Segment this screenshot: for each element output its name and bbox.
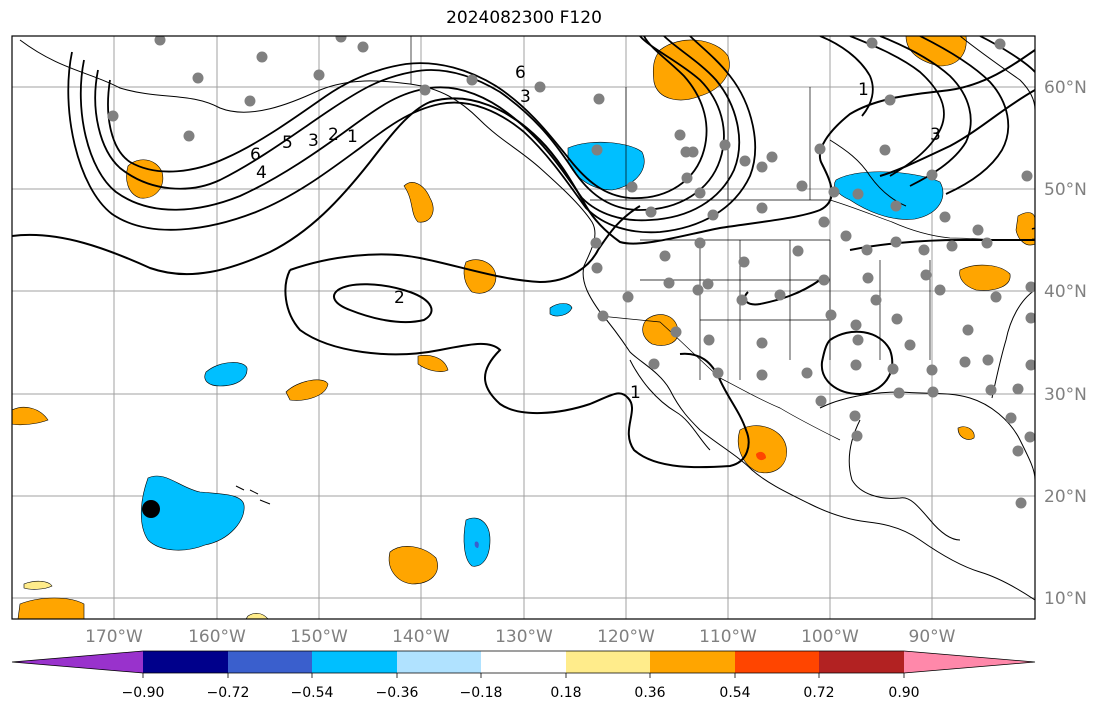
positive-anomaly-small-1 [23,580,53,590]
lon-label-100w: 100°W [801,627,859,647]
lat-labels: 60°N 50°N 40°N 30°N 20°N 10°N [1044,78,1087,609]
coast-east [991,289,1035,399]
contour-1-closed-east [820,330,894,396]
colorbar-tick-8: 0.54 [719,685,750,701]
lon-label-120w: 120°W [597,627,655,647]
anomaly-fills [12,36,1035,619]
lat-label-60n: 60°N [1044,78,1087,98]
coast-baja [629,359,711,451]
coast-labrador [959,36,1035,111]
positive-anomaly-greatlakes [959,264,1011,291]
colorbar-tick-5: −0.18 [460,685,503,701]
station-markers [107,36,1035,509]
lat-label-10n: 10°N [1044,589,1087,609]
lat-label-40n: 40°N [1044,282,1087,302]
positive-anomaly-mexico [738,425,787,474]
contour-label-1: 1 [347,127,358,147]
colorbar-segment-8 [735,651,819,673]
lat-label-50n: 50°N [1044,180,1087,200]
contour-label-4: 4 [256,163,267,183]
contour-east-1 [849,238,1035,251]
lon-label-130w: 130°W [495,627,553,647]
contour-label-2-pacific: 2 [394,288,405,308]
lon-label-90w: 90°W [909,627,956,647]
strong-negative-tropics [474,541,479,548]
lat-label-20n: 20°N [1044,487,1087,507]
contour-label-3-canada: 3 [520,87,531,107]
colorbar-tick-4: −0.36 [376,685,419,701]
contour-label-5: 5 [282,133,293,153]
coast-hudson [829,139,907,207]
border-states [640,239,931,380]
lon-label-160w: 160°W [188,627,246,647]
contour-label-3: 3 [308,131,319,151]
positive-anomaly-pacific-1 [403,182,434,223]
contour-label-6-canada: 6 [515,63,526,83]
map-frame [11,35,1036,620]
contour-labels: 6 5 4 3 2 1 2 1 6 3 1 3 1 [250,63,1041,403]
colorbar-segment-9 [819,651,904,673]
contour-2-pacific [289,205,641,284]
lon-label-110w: 110°W [699,627,757,647]
contour-label-6: 6 [250,145,261,165]
positive-anomaly-midpac-3 [417,355,449,372]
negative-anomaly-hawaii [140,475,245,551]
contour-1-north [12,49,1035,276]
hawaii-islands [235,485,271,505]
positive-anomaly-pacific-2 [463,259,497,294]
colorbar-segment-3 [312,651,397,673]
colorbar-tick-1: −0.90 [122,685,165,701]
location-marker [142,500,160,518]
coastlines [19,36,1035,601]
positive-anomaly-southwest [17,597,85,619]
colorbar-extend-high [904,651,1035,673]
colorbar-segment-4 [397,651,481,673]
colorbar-extend-low [12,651,143,673]
contour-label-3-east: 3 [930,125,941,145]
positive-anomaly-arizona [642,314,679,346]
contour-label-1-north: 1 [858,80,869,100]
contour-label-1-east: 1 [1030,225,1041,245]
colorbar-segment-5 [481,651,566,673]
negative-anomaly-midpacific [204,362,248,387]
coast-gulf [819,391,1035,481]
colorbar-tick-9: 0.72 [803,685,834,701]
colorbar-segment-1 [143,651,228,673]
contours-trough [67,36,1035,234]
negative-anomaly-baja [549,303,573,317]
positive-anomaly-midpac-2 [285,379,329,401]
contour-1-south [284,269,750,469]
map-title: 2024082300 F120 [446,8,602,28]
colorbar-segment-2 [228,651,312,673]
lon-labels: 170°W 160°W 150°W 140°W 130°W 120°W 110°… [85,627,956,647]
lon-label-150w: 150°W [290,627,348,647]
positive-anomaly-gulf [957,426,975,440]
contour-label-1-baja: 1 [630,383,641,403]
positive-anomaly-tropics [388,546,438,585]
positive-anomaly-west-edge [12,407,49,426]
coast-alaska-canada-west [19,39,1035,601]
lat-label-30n: 30°N [1044,385,1087,405]
colorbar-tick-2: −0.72 [207,685,250,701]
colorbar: −0.90 −0.72 −0.54 −0.36 −0.18 0.18 0.36 … [11,650,1036,701]
colorbar-segment-6 [566,651,650,673]
lon-label-140w: 140°W [392,627,450,647]
positive-anomaly-small-2 [245,613,269,619]
contour-2-closed [333,283,433,324]
strong-positive-mexico [756,451,766,461]
contour-label-2: 2 [328,125,339,145]
colorbar-tick-3: −0.54 [291,685,334,701]
border-us-mexico [599,315,841,441]
colorbar-tick-6: 0.18 [550,685,581,701]
positive-anomaly-alaska-gulf [126,159,164,199]
coast-mexico-east [848,419,961,541]
positive-anomaly-east [1015,212,1035,246]
colorbar-tick-7: 0.36 [634,685,665,701]
lon-label-170w: 170°W [85,627,143,647]
colorbar-segment-7 [650,651,735,673]
colorbar-tick-10: 0.90 [888,685,919,701]
